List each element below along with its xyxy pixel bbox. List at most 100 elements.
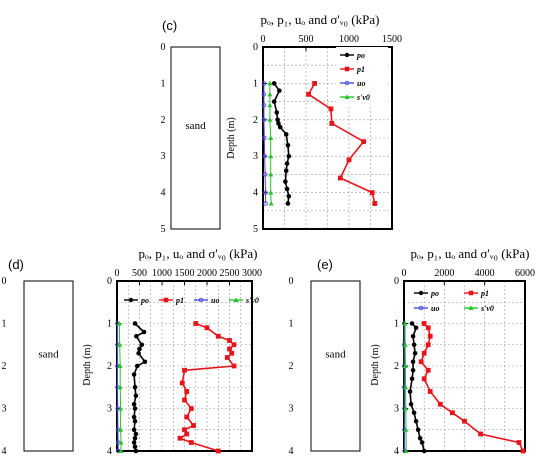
point-po: [133, 393, 139, 399]
legend-marker-po: [128, 297, 134, 303]
point-p1: [191, 423, 196, 428]
point-svo: [267, 117, 273, 122]
log-depth-label: 0: [289, 276, 294, 287]
point-po: [286, 153, 292, 159]
point-p1: [182, 367, 187, 373]
point-po: [409, 376, 415, 382]
y-tick-label: 0: [253, 42, 258, 53]
soil-log-column: [23, 280, 74, 452]
point-uo: [261, 81, 267, 86]
log-depth-label: 4: [161, 188, 166, 199]
point-po: [271, 99, 277, 104]
x-tick-label: 1000: [152, 268, 172, 279]
point-po: [131, 427, 137, 433]
panel-e: (e) sand 0 1 2 3 4 0 2000 4000 6000 0 1 2 3 4 pₒ, p₁, uₒ…: [289, 246, 536, 457]
point-p1: [328, 106, 334, 112]
soil-label: sand: [38, 349, 59, 361]
legend-label-uo: uo: [357, 79, 365, 88]
point-po: [132, 406, 138, 411]
point-p1: [369, 190, 375, 195]
legend-label-p1: p1: [356, 65, 365, 74]
point-svo: [402, 321, 408, 326]
chart-title: pₒ, p₁, uₒ and σ'ᵥ₀ (kPa): [261, 12, 380, 27]
log-depth-label: 5: [161, 224, 166, 235]
x-tick-label: 2000: [197, 268, 217, 279]
point-p1: [182, 397, 187, 403]
point-uo: [261, 102, 267, 108]
point-po: [283, 132, 289, 137]
point-svo: [402, 342, 408, 347]
point-p1: [188, 406, 194, 411]
log-depth-label: 1: [2, 319, 7, 330]
legend-label-svo: s'v0: [245, 296, 259, 305]
x-tick-label: 2000: [434, 268, 454, 279]
legend-label-svo: s'v0: [356, 93, 370, 102]
y-axis-title: Depth (m): [82, 344, 93, 385]
point-po: [415, 427, 421, 433]
log-depth-label: 1: [289, 319, 294, 330]
point-uo: [263, 201, 268, 206]
point-p1: [204, 325, 210, 331]
y-tick-label: 1: [253, 78, 258, 89]
point-uo: [262, 153, 267, 159]
y-tick-label: 4: [253, 188, 258, 199]
legend-label-uo: uo: [211, 296, 219, 305]
point-svo: [117, 384, 123, 390]
point-svo: [267, 91, 273, 97]
legend-label-po: po: [430, 289, 439, 298]
x-tick-label: 0: [115, 268, 120, 279]
point-po: [412, 350, 418, 356]
point-po: [274, 110, 280, 115]
log-depth-label: 4: [2, 446, 7, 457]
point-po: [421, 448, 427, 454]
point-p1: [427, 333, 433, 339]
log-depth-label: 2: [161, 115, 166, 126]
point-po: [131, 440, 137, 445]
point-po: [132, 444, 138, 450]
point-p1: [372, 201, 378, 206]
log-depth-label: 1: [161, 78, 166, 89]
point-p1: [193, 321, 199, 326]
x-tick-label: 1500: [382, 34, 402, 45]
point-po: [286, 193, 292, 199]
point-po: [411, 410, 417, 416]
point-svo: [118, 427, 124, 432]
legend-marker-svo: [233, 297, 239, 302]
y-tick-label: 4: [394, 446, 399, 457]
legend-box: [336, 47, 388, 105]
series-line-po: [273, 82, 290, 204]
panel-label: (d): [8, 257, 24, 272]
y-tick-label: 2: [394, 361, 399, 372]
point-uo: [261, 92, 267, 97]
point-p1: [184, 389, 190, 394]
point-svo: [403, 384, 409, 390]
legend-label-svo: s'v0: [480, 304, 494, 313]
legend-marker-p1: [163, 297, 169, 303]
log-depth-label: 0: [2, 276, 7, 287]
point-po: [284, 161, 290, 166]
point-p1: [425, 342, 431, 348]
point-svo: [268, 201, 274, 206]
point-p1: [188, 440, 194, 445]
log-depth-label: 3: [161, 151, 166, 162]
y-axis-title: Depth (m): [370, 344, 381, 385]
point-po: [136, 350, 141, 356]
point-po: [417, 435, 423, 441]
point-p1: [182, 427, 187, 433]
point-po: [407, 389, 413, 394]
point-po: [132, 418, 138, 424]
point-p1: [418, 359, 424, 365]
point-p1: [425, 325, 431, 331]
point-uo: [261, 117, 267, 123]
x-tick-label: 1000: [339, 34, 359, 45]
legend-marker-uo: [344, 80, 350, 86]
point-svo: [403, 448, 409, 453]
point-svo: [118, 448, 124, 453]
y-tick-label: 3: [394, 404, 399, 415]
point-p1: [184, 431, 190, 437]
point-p1: [224, 355, 230, 360]
legend-marker-po: [418, 290, 424, 296]
chart-title: pₒ, p₁, uₒ and σ'ᵥ₀ (kPa): [411, 246, 530, 261]
point-p1: [306, 91, 311, 97]
point-po: [134, 333, 139, 339]
